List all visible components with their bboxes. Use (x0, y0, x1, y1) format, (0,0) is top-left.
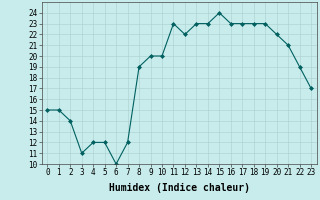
X-axis label: Humidex (Indice chaleur): Humidex (Indice chaleur) (109, 183, 250, 193)
